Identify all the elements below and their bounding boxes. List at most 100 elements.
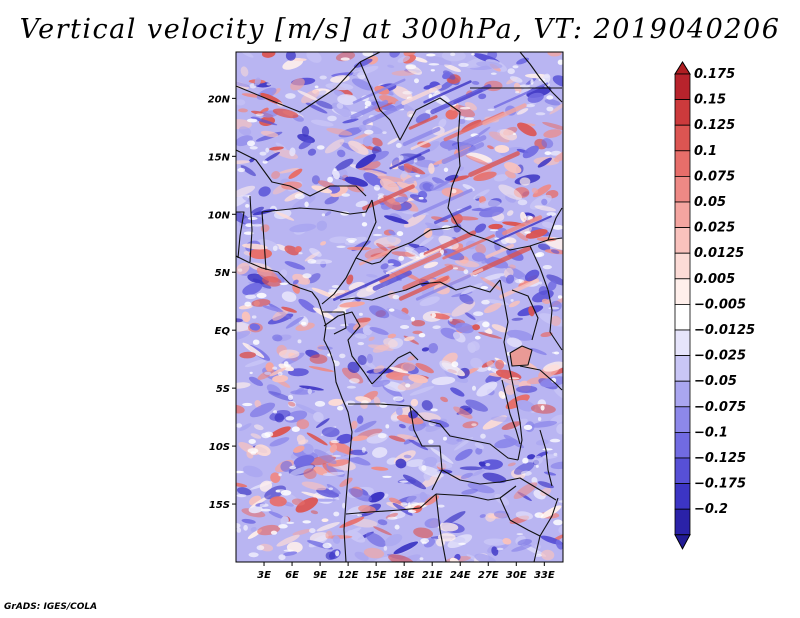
velocity-cell: [409, 194, 428, 203]
velocity-cell: [432, 325, 441, 330]
country-borders: [236, 52, 563, 562]
velocity-streak: [468, 151, 520, 177]
velocity-cell: [240, 52, 254, 58]
velocity-cell: [522, 457, 529, 464]
velocity-cell: [281, 181, 302, 190]
lon-tick-label: 18E: [394, 570, 415, 581]
lon-tick-label: 9E: [313, 570, 327, 581]
velocity-cell: [535, 112, 546, 116]
border-gabon: [322, 311, 347, 335]
velocity-cell: [346, 385, 356, 389]
velocity-cell: [387, 64, 395, 68]
velocity-cell: [508, 300, 521, 308]
velocity-cell: [490, 72, 497, 75]
colorbar-label: −0.0125: [694, 323, 755, 338]
velocity-cell: [314, 400, 326, 407]
velocity-cell: [247, 448, 259, 454]
velocity-cell: [372, 447, 388, 458]
velocity-cell: [309, 247, 322, 257]
velocity-cell: [242, 243, 268, 250]
velocity-cell: [540, 405, 545, 411]
velocity-cell: [465, 155, 491, 166]
velocity-cell: [354, 333, 367, 339]
velocity-cell: [473, 171, 497, 182]
velocity-cell: [252, 278, 272, 289]
velocity-cell: [256, 545, 265, 551]
coastline-west: [236, 255, 353, 562]
velocity-cell: [458, 62, 469, 67]
velocity-cell: [260, 508, 271, 512]
velocity-cell: [403, 454, 412, 459]
velocity-cell: [516, 385, 538, 394]
velocity-cell: [504, 384, 516, 395]
velocity-cell: [336, 245, 346, 248]
velocity-cell: [300, 321, 307, 326]
velocity-cell: [458, 542, 466, 546]
velocity-cell: [308, 366, 334, 372]
velocity-cell: [312, 307, 335, 320]
velocity-cell: [266, 83, 272, 86]
velocity-streak: [350, 99, 389, 120]
colorbar-label: 0.0125: [694, 246, 744, 261]
velocity-streak: [453, 89, 483, 105]
velocity-cell: [558, 500, 563, 503]
velocity-cell: [236, 423, 243, 428]
velocity-cell: [236, 160, 251, 165]
velocity-cell: [392, 294, 400, 300]
velocity-cell: [544, 99, 561, 106]
velocity-cell: [515, 511, 534, 520]
velocity-streak: [433, 205, 472, 225]
velocity-streak: [493, 215, 552, 243]
velocity-cell: [269, 496, 287, 507]
velocity-cell: [357, 354, 367, 366]
velocity-cell: [236, 494, 247, 498]
velocity-cell: [263, 152, 280, 162]
velocity-cell: [397, 55, 411, 63]
velocity-cell: [462, 421, 479, 429]
velocity-cell: [412, 330, 423, 335]
velocity-cell: [473, 189, 490, 200]
velocity-cell: [471, 423, 477, 427]
velocity-cell: [466, 152, 493, 163]
velocity-cell: [389, 52, 401, 58]
lat-tick-label: 10N: [208, 210, 231, 221]
colorbar-swatch: [674, 175, 691, 203]
velocity-cell: [451, 361, 459, 368]
velocity-cell: [444, 174, 459, 181]
velocity-cell: [535, 464, 539, 468]
velocity-cell: [530, 347, 547, 356]
velocity-cell: [507, 68, 515, 75]
velocity-cell: [494, 144, 510, 154]
colorbar: 0.175 0.15 0.125 0.1 0.075 0.05 0.025 0.0125 0.0…: [674, 61, 755, 550]
velocity-cell: [240, 66, 249, 77]
velocity-streak: [423, 80, 472, 104]
velocity-cell: [261, 432, 271, 439]
velocity-cell: [447, 175, 470, 183]
lon-tick-label: 12E: [338, 570, 359, 581]
velocity-cell: [517, 199, 528, 206]
velocity-cell: [506, 210, 514, 216]
velocity-cell: [373, 365, 385, 373]
colorbar-swatch: [674, 227, 691, 254]
velocity-cell: [367, 372, 382, 384]
velocity-cell: [333, 511, 340, 517]
border-angola-zambia: [409, 405, 443, 491]
velocity-cell: [236, 318, 243, 323]
lon-tick-label: 33E: [534, 570, 555, 581]
border-nigeria-north: [261, 199, 373, 215]
colorbar-label: 0.05: [694, 195, 726, 210]
velocity-cell: [269, 437, 290, 447]
velocity-cell: [502, 538, 512, 545]
velocity-cell: [517, 539, 532, 546]
velocity-cell: [302, 443, 314, 455]
velocity-cell: [555, 539, 563, 550]
velocity-cell: [542, 265, 552, 270]
velocity-streak: [408, 115, 438, 130]
velocity-cell: [401, 170, 408, 178]
velocity-cell: [383, 546, 388, 551]
velocity-cell: [292, 528, 312, 536]
velocity-cell: [306, 52, 322, 63]
border-mozambique: [533, 535, 541, 562]
velocity-cell: [307, 273, 321, 284]
velocity-cell: [547, 52, 562, 57]
